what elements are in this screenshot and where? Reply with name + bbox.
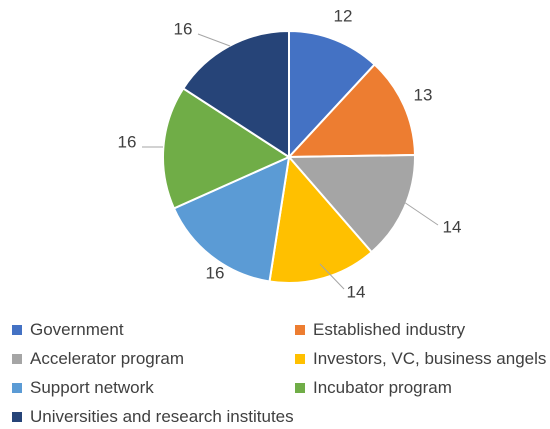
- leader-line-4: [319, 263, 345, 290]
- legend-swatch: [295, 383, 305, 393]
- legend: Government Established industry Accelerato…: [0, 308, 550, 429]
- legend-label: Investors, VC, business angels: [313, 349, 547, 368]
- pie-slice-4: [268, 154, 374, 284]
- pie-slice-1: [288, 29, 376, 160]
- pie-slice-7: [181, 29, 290, 159]
- pie-slice-3: [286, 154, 416, 254]
- pie-slices: [162, 29, 416, 284]
- legend-item-1: Government: [12, 320, 124, 340]
- legend-item-6: Incubator program: [295, 378, 452, 398]
- data-label-7: 16: [174, 19, 193, 38]
- data-label-3: 14: [443, 217, 462, 236]
- leader-lines: [142, 33, 439, 290]
- legend-label: Incubator program: [313, 378, 452, 397]
- legend-swatch: [295, 354, 305, 364]
- legend-item-5: Support network: [12, 378, 154, 398]
- legend-label: Established industry: [313, 320, 466, 339]
- legend-item-3: Accelerator program: [12, 349, 184, 369]
- legend-swatch: [12, 383, 22, 393]
- legend-label: Accelerator program: [30, 349, 185, 368]
- pie-slice-2: [286, 63, 416, 159]
- pie-slice-5: [172, 155, 291, 283]
- legend-label: Government: [30, 320, 124, 339]
- leader-line-7: [197, 33, 231, 47]
- legend-swatch: [12, 412, 22, 422]
- legend-label: Support network: [30, 378, 154, 397]
- legend-swatch: [12, 325, 22, 335]
- data-label-1: 12: [334, 6, 353, 25]
- data-label-4: 14: [347, 282, 366, 301]
- legend-item-7: Universities and research institutes: [12, 407, 294, 427]
- data-label-2: 13: [414, 85, 433, 104]
- legend-label: Universities and research institutes: [30, 407, 294, 426]
- data-label-5: 16: [206, 263, 225, 282]
- leader-line-3: [400, 199, 439, 226]
- legend-swatch: [12, 354, 22, 364]
- legend-item-4: Investors, VC, business angels: [295, 349, 546, 369]
- data-label-6: 16: [118, 132, 137, 151]
- legend-swatch: [295, 325, 305, 335]
- pie-slice-6: [162, 87, 292, 210]
- legend-item-2: Established industry: [295, 320, 465, 340]
- data-labels: 12 13 14 14 16 16 16: [118, 6, 462, 301]
